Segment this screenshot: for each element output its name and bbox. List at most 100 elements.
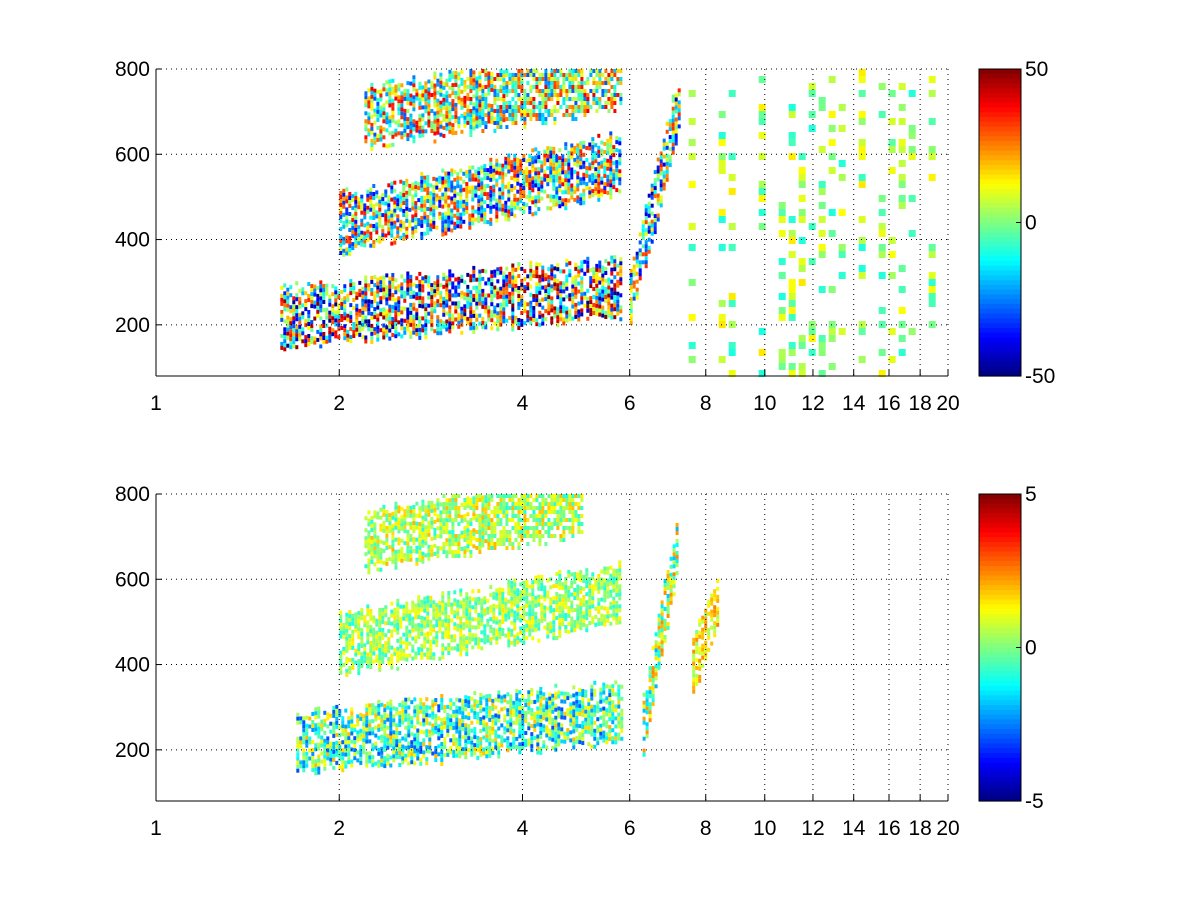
heatmap-cell	[491, 722, 495, 727]
heatmap-cell	[458, 738, 462, 743]
colorbar-step	[979, 270, 1021, 276]
heatmap-cell	[494, 721, 498, 726]
heatmap-cell	[613, 101, 617, 105]
heatmap-cell	[525, 178, 529, 183]
heatmap-cell	[367, 100, 371, 105]
heatmap-cell	[487, 75, 491, 80]
heatmap-cell	[602, 698, 606, 703]
heatmap-cell	[463, 292, 467, 297]
colorbar-step	[979, 265, 1021, 272]
heatmap-cell	[517, 306, 521, 310]
heatmap-cell	[411, 182, 415, 187]
heatmap-cell	[928, 118, 936, 125]
heatmap-cell	[349, 339, 353, 344]
heatmap-cell	[365, 707, 369, 712]
heatmap-cell	[292, 336, 296, 341]
heatmap-cell	[487, 115, 491, 120]
heatmap-cell	[367, 319, 371, 324]
heatmap-cell	[382, 119, 386, 124]
heatmap-cell	[605, 700, 609, 705]
heatmap-cell	[409, 278, 413, 283]
heatmap-cell	[441, 212, 445, 217]
heatmap-cell	[347, 740, 351, 745]
heatmap-cell	[595, 295, 599, 300]
heatmap-cell	[383, 736, 387, 741]
heatmap-cell	[588, 146, 592, 151]
heatmap-cell	[341, 752, 345, 757]
heatmap-cell	[366, 632, 370, 637]
heatmap-cell	[562, 89, 566, 93]
heatmap-cell	[375, 226, 379, 231]
heatmap-cell	[577, 273, 581, 278]
heatmap-cell	[469, 101, 473, 105]
heatmap-cell	[367, 128, 371, 133]
heatmap-cell	[351, 633, 355, 638]
heatmap-cell	[454, 70, 458, 75]
heatmap-cell	[499, 113, 503, 117]
heatmap-cell	[542, 708, 546, 713]
heatmap-cell	[808, 90, 816, 97]
heatmap-cell	[401, 736, 405, 741]
heatmap-cell	[456, 212, 460, 217]
heatmap-cell	[688, 279, 696, 286]
heatmap-cell	[529, 260, 533, 265]
heatmap-cell	[471, 189, 475, 194]
heatmap-cell	[474, 169, 478, 174]
heatmap-cell	[551, 733, 555, 738]
heatmap-cell	[401, 720, 405, 725]
heatmap-cell	[365, 751, 369, 756]
heatmap-cell	[346, 317, 350, 322]
x-tick-label: 10	[753, 392, 776, 415]
heatmap-cell	[592, 295, 596, 299]
heatmap-cell	[508, 105, 512, 109]
heatmap-cell	[450, 180, 454, 185]
heatmap-cell	[620, 728, 624, 733]
heatmap-cell	[610, 315, 614, 320]
heatmap-cell	[644, 248, 648, 253]
heatmap-cell	[345, 616, 349, 621]
heatmap-cell	[653, 178, 657, 183]
heatmap-cell	[602, 682, 606, 687]
heatmap-cell	[561, 202, 565, 207]
heatmap-cell	[483, 212, 487, 217]
heatmap-cell	[534, 175, 538, 180]
heatmap-cell	[599, 695, 603, 700]
heatmap-cell	[403, 278, 407, 283]
heatmap-cell	[345, 620, 349, 625]
heatmap-cell	[550, 308, 554, 313]
heatmap-cell	[419, 757, 423, 762]
heatmap-cell	[598, 264, 602, 269]
heatmap-cell	[506, 708, 510, 713]
heatmap-cell	[674, 121, 678, 126]
heatmap-cell	[472, 297, 476, 302]
heatmap-cell	[858, 153, 866, 160]
heatmap-cell	[345, 215, 349, 220]
heatmap-cell	[594, 143, 598, 148]
heatmap-cell	[688, 356, 696, 363]
heatmap-cell	[372, 208, 376, 212]
heatmap-cell	[580, 296, 584, 301]
heatmap-cell	[298, 320, 302, 325]
heatmap-cell	[442, 93, 446, 98]
heatmap-cell	[441, 168, 445, 173]
heatmap-cell	[308, 756, 312, 761]
heatmap-cell	[403, 124, 407, 129]
heatmap-cell	[521, 726, 525, 730]
heatmap-cell	[677, 124, 681, 129]
heatmap-cell	[317, 706, 321, 711]
heatmap-cell	[583, 295, 587, 300]
heatmap-cell	[718, 167, 726, 174]
heatmap-cell	[347, 732, 351, 737]
heatmap-cell	[430, 125, 434, 129]
heatmap-cell	[511, 121, 515, 125]
heatmap-cell	[369, 661, 373, 665]
heatmap-cell	[474, 189, 478, 194]
heatmap-cell	[616, 311, 620, 316]
heatmap-cell	[380, 762, 384, 767]
heatmap-cell	[502, 283, 506, 288]
heatmap-cell	[343, 288, 347, 293]
heatmap-cell	[343, 328, 347, 333]
heatmap-cell	[477, 219, 481, 224]
heatmap-cell	[338, 753, 342, 758]
heatmap-cell	[511, 105, 515, 109]
